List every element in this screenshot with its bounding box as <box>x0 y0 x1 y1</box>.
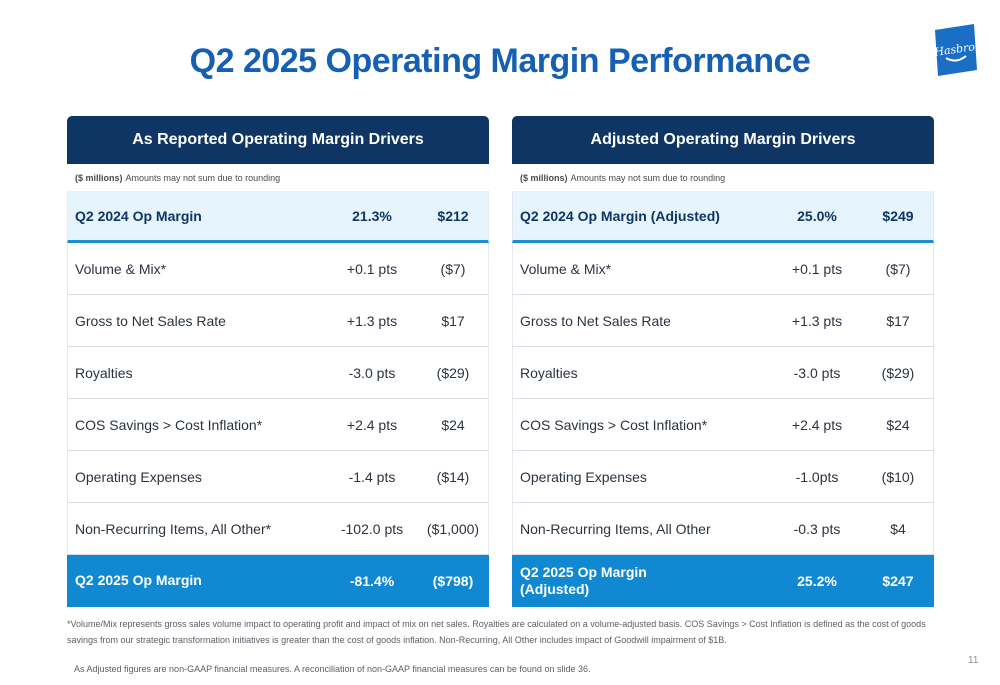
page-number: 11 <box>968 655 979 666</box>
table-row-start: Q2 2024 Op Margin 21.3% $212 <box>67 191 489 243</box>
table-row: Gross to Net Sales Rate +1.3 pts $17 <box>67 295 489 347</box>
table-row: Volume & Mix* +0.1 pts ($7) <box>67 243 489 295</box>
hasbro-logo: Hasbro <box>933 24 977 76</box>
panel-header: Adjusted Operating Margin Drivers <box>512 116 934 164</box>
as-reported-panel: As Reported Operating Margin Drivers ($ … <box>67 116 489 607</box>
table-row: Non-Recurring Items, All Other -0.3 pts … <box>512 503 934 555</box>
table-row: Volume & Mix* +0.1 pts ($7) <box>512 243 934 295</box>
footnote: *Volume/Mix represents gross sales volum… <box>67 619 926 645</box>
table-row: Royalties -3.0 pts ($29) <box>67 347 489 399</box>
table-row: Operating Expenses -1.0pts ($10) <box>512 451 934 503</box>
table-row: COS Savings > Cost Inflation* +2.4 pts $… <box>67 399 489 451</box>
units-note: ($ millions) Amounts may not sum due to … <box>512 164 934 191</box>
table-row-end: Q2 2025 Op Margin (Adjusted) 25.2% $247 <box>512 555 934 607</box>
table-row: COS Savings > Cost Inflation* +2.4 pts $… <box>512 399 934 451</box>
non-gaap-note: As Adjusted figures are non-GAAP financi… <box>74 664 591 674</box>
table-row: Gross to Net Sales Rate +1.3 pts $17 <box>512 295 934 347</box>
svg-text:Hasbro: Hasbro <box>933 40 976 59</box>
units-note: ($ millions) Amounts may not sum due to … <box>67 164 489 191</box>
table-row: Non-Recurring Items, All Other* -102.0 p… <box>67 503 489 555</box>
adjusted-panel: Adjusted Operating Margin Drivers ($ mil… <box>512 116 934 607</box>
page-title: Q2 2025 Operating Margin Performance <box>189 42 811 80</box>
table-row: Royalties -3.0 pts ($29) <box>512 347 934 399</box>
table-row-start: Q2 2024 Op Margin (Adjusted) 25.0% $249 <box>512 191 934 243</box>
table-row-end: Q2 2025 Op Margin -81.4% ($798) <box>67 555 489 607</box>
panel-header: As Reported Operating Margin Drivers <box>67 116 489 164</box>
table-row: Operating Expenses -1.4 pts ($14) <box>67 451 489 503</box>
